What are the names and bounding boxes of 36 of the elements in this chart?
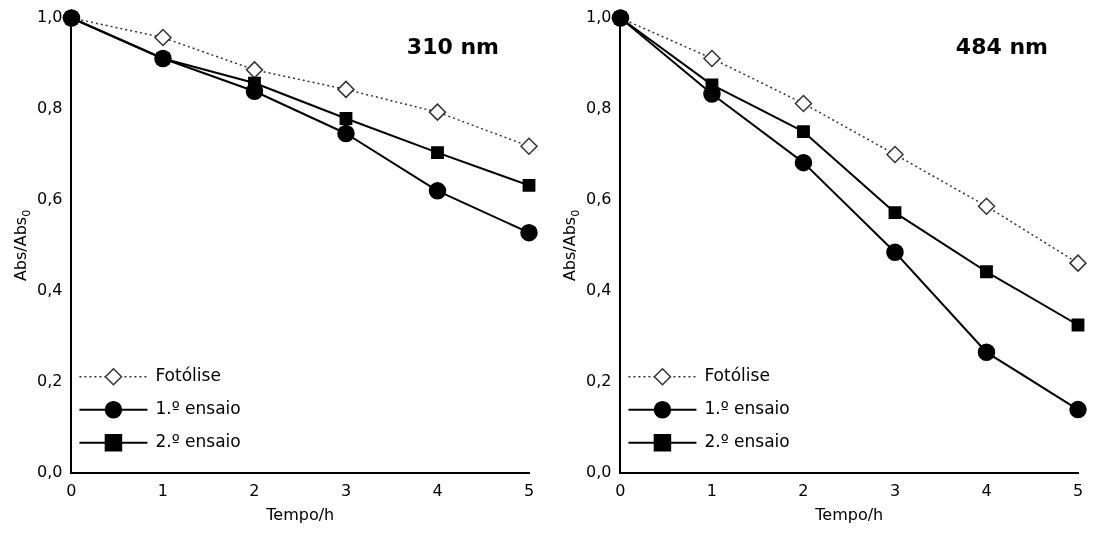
y-axis-title: Abs/Abs0 bbox=[560, 209, 582, 282]
y-tick-label: 0,4 bbox=[585, 280, 612, 300]
y-tick-label: 1,0 bbox=[585, 7, 612, 27]
x-tick-label: 3 bbox=[889, 480, 901, 500]
y-tick-label: 0,6 bbox=[36, 189, 63, 209]
annotation: 310 nm bbox=[406, 33, 499, 59]
x-axis-title: Tempo/h bbox=[814, 505, 884, 525]
y-tick-label: 0,8 bbox=[36, 98, 63, 118]
y-tick-label: 0,4 bbox=[36, 280, 63, 300]
y-axis-title: Abs/Abs0 bbox=[11, 209, 33, 282]
x-axis-title: Tempo/h bbox=[265, 505, 335, 525]
x-tick-label: 1 bbox=[706, 480, 718, 500]
x-tick-label: 5 bbox=[523, 480, 535, 500]
legend-label: 1.º ensaio bbox=[155, 398, 241, 419]
y-tick-label: 0,8 bbox=[585, 98, 612, 118]
annotation: 484 nm bbox=[955, 33, 1048, 59]
x-tick-label: 1 bbox=[157, 480, 169, 500]
x-tick-label: 4 bbox=[432, 480, 443, 500]
y-tick-label: 0,0 bbox=[585, 461, 612, 481]
y-tick-label: 0,6 bbox=[585, 189, 612, 209]
x-tick-label: 0 bbox=[66, 480, 77, 500]
y-tick-label: 0,0 bbox=[36, 461, 63, 481]
x-tick-label: 3 bbox=[340, 480, 352, 500]
x-tick-label: 0 bbox=[615, 480, 626, 500]
x-tick-label: 2 bbox=[249, 480, 260, 500]
x-tick-label: 4 bbox=[981, 480, 992, 500]
y-tick-label: 1,0 bbox=[36, 7, 63, 27]
legend-label: 2.º ensaio bbox=[704, 431, 790, 452]
x-tick-label: 2 bbox=[798, 480, 809, 500]
legend-label: 1.º ensaio bbox=[704, 398, 790, 419]
legend-label: Fotólise bbox=[155, 365, 221, 386]
legend-label: Fotólise bbox=[704, 365, 770, 386]
y-tick-label: 0,2 bbox=[585, 371, 612, 390]
x-tick-label: 5 bbox=[1072, 480, 1084, 500]
y-tick-label: 0,2 bbox=[36, 371, 63, 390]
legend-label: 2.º ensaio bbox=[155, 431, 241, 452]
